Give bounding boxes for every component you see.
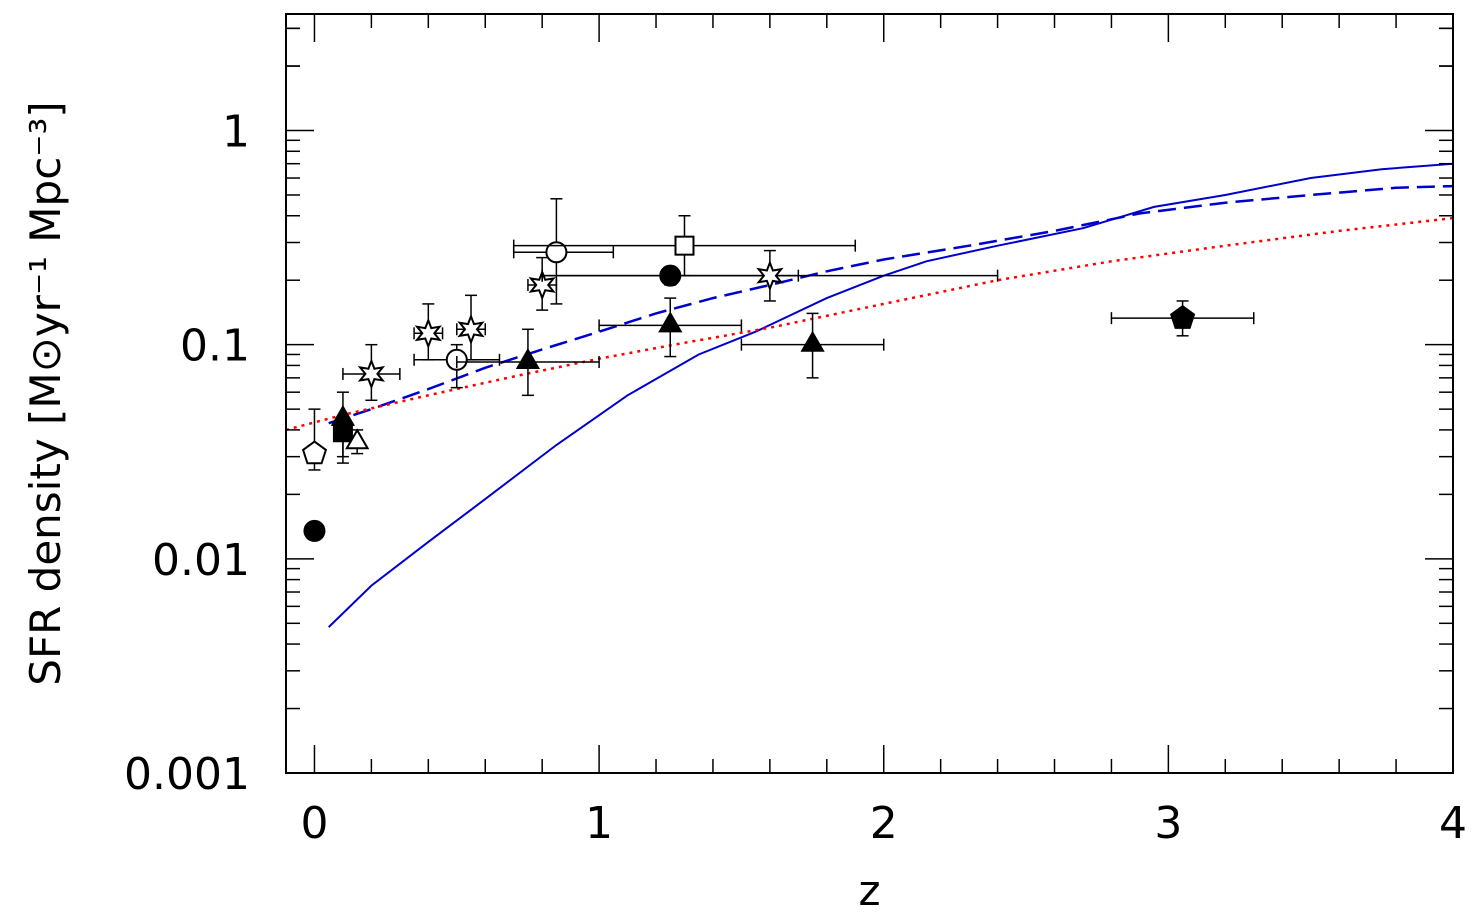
x-tick-label: 1 [585,798,613,849]
y-tick-label: 0.001 [124,749,250,800]
y-tick-label: 0.01 [152,535,250,586]
marker-open-star [756,259,784,292]
marker-open-star [414,317,442,350]
data-point [301,408,328,471]
data-point [512,198,615,305]
data-point [527,256,558,311]
data-point [303,519,326,542]
curve-solid [328,162,1454,628]
marker-filled-triangle [658,311,683,333]
marker-filled-circle [303,519,326,542]
marker-filled-triangle [330,404,356,426]
y-axis-title: SFR density [M⊙yr⁻¹ Mpc⁻³] [21,101,70,685]
y-tick-label: 1 [222,107,250,158]
curve-dotted [285,216,1454,432]
model-curves [285,162,1454,628]
data-point [345,428,370,455]
data-point [541,249,999,302]
x-tick-label: 4 [1439,798,1467,849]
marker-filled-triangle [515,347,541,369]
data-point [342,343,401,402]
marker-open-pentagon [301,440,328,465]
y-tick-label: 0.1 [180,321,250,372]
data-points [301,198,1255,542]
x-tick-label: 3 [1154,798,1182,849]
plot-frame [285,13,1454,774]
data-point [456,294,486,361]
data-point [456,328,600,397]
data-point [740,312,885,379]
x-tick-label: 2 [870,798,898,849]
data-point [330,391,356,464]
x-axis-title: z [858,866,880,915]
tick-labels: 0 1 2 3 4 0.001 0.01 0.1 1 [124,107,1467,849]
data-point [1110,300,1255,337]
x-tick-label: 0 [300,798,328,849]
marker-open-square [674,235,695,256]
marker-filled-pentagon [1170,304,1196,329]
data-point [512,214,857,277]
marker-open-star [357,358,386,390]
marker-open-triangle [345,428,370,450]
marker-open-circle [545,241,568,264]
marker-open-star [528,269,556,301]
marker-filled-triangle [800,330,825,352]
marker-open-star [457,313,485,346]
data-point [598,297,743,358]
curve-dashed [328,184,1454,425]
